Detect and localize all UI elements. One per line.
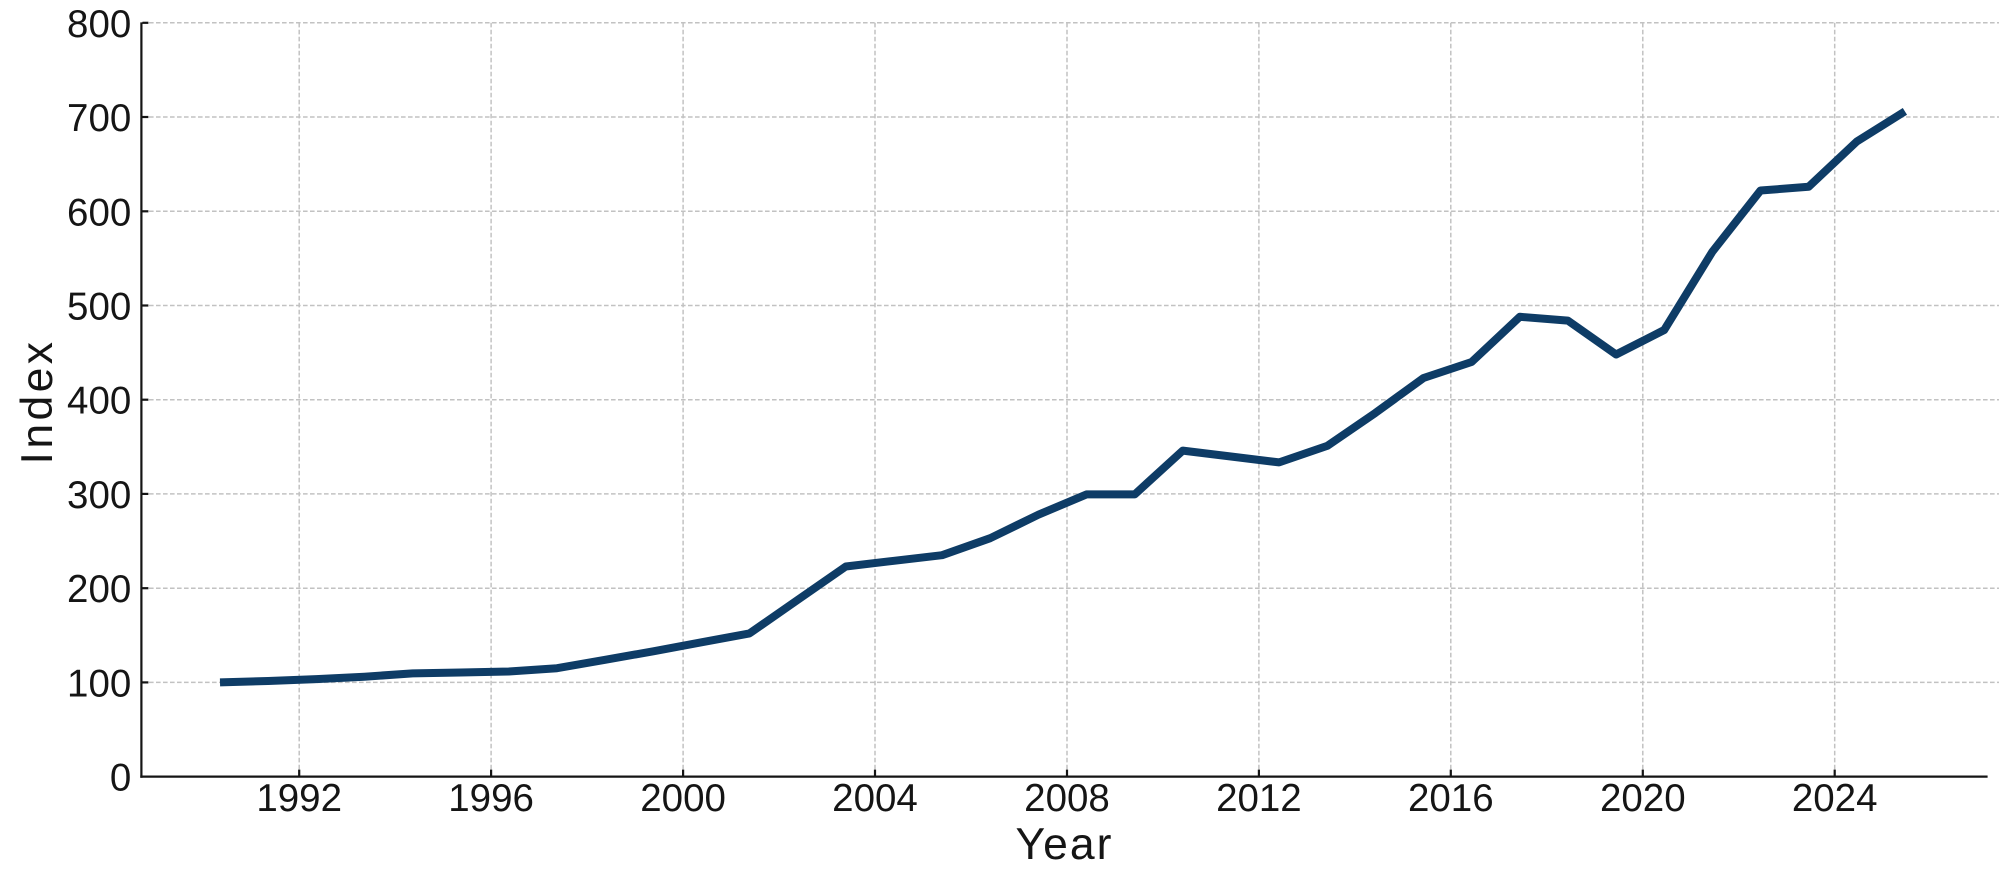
svg-text:2004: 2004: [832, 777, 918, 820]
svg-text:0: 0: [110, 757, 131, 800]
svg-text:100: 100: [67, 662, 131, 705]
svg-text:2012: 2012: [1216, 777, 1302, 820]
svg-text:2000: 2000: [640, 777, 726, 820]
svg-text:1992: 1992: [256, 777, 342, 820]
svg-text:400: 400: [67, 380, 131, 423]
svg-text:Year: Year: [1016, 820, 1114, 869]
svg-text:Index: Index: [13, 339, 62, 465]
svg-text:300: 300: [67, 474, 131, 517]
svg-text:1996: 1996: [448, 777, 534, 820]
svg-text:200: 200: [67, 568, 131, 611]
svg-text:600: 600: [67, 191, 131, 234]
svg-text:2024: 2024: [1792, 777, 1878, 820]
svg-text:700: 700: [67, 97, 131, 140]
svg-text:2008: 2008: [1024, 777, 1110, 820]
svg-text:2016: 2016: [1408, 777, 1494, 820]
svg-text:500: 500: [67, 286, 131, 329]
svg-text:800: 800: [67, 3, 131, 46]
svg-text:2020: 2020: [1600, 777, 1686, 820]
